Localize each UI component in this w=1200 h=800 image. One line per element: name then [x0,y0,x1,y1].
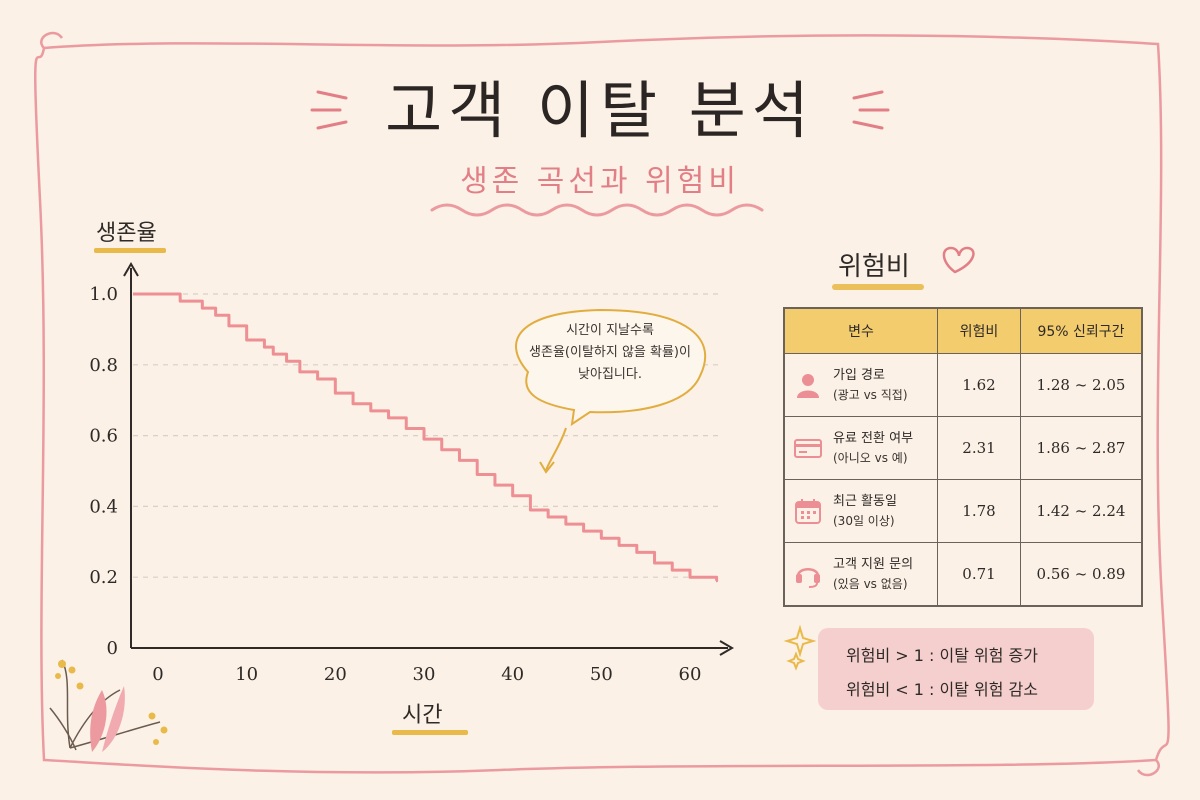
variable-name: 가입 경로 [833,368,885,383]
page-subtitle: 생존 곡선과 위험비 [460,164,740,199]
y-tick-label: 0.6 [89,426,118,447]
legend-increase: 위험비 > 1 : 이탈 위험 증가 [846,646,1038,665]
table-row: 가입 경로 (광고 vs 직접) 1.62 1.28 ~ 2.05 [783,353,1143,417]
x-tick-label: 30 [413,664,436,685]
variable-cell: 고객 지원 문의 (있음 vs 없음) [783,542,938,607]
ci-value: 0.56 ~ 0.89 [1020,542,1143,607]
variable-cell: 최근 활동일 (30일 이상) [783,479,938,543]
ci-value: 1.28 ~ 2.05 [1020,353,1143,417]
variable-detail: (30일 이상) [833,514,895,528]
y-tick-label: 0.2 [89,567,118,588]
x-axis-title: 시간 [402,703,442,728]
callout-line-1: 시간이 지날수록 [566,323,654,338]
column-header-variable: 변수 [783,307,938,354]
title-sparkle-left [310,90,348,130]
y-tick-label: 1.0 [89,284,118,305]
hr-value: 0.71 [937,542,1021,607]
callout-line-3: 낮아집니다. [578,367,642,382]
y-tick-label: 0.8 [89,355,118,376]
legend-decrease: 위험비 < 1 : 이탈 위험 감소 [846,680,1038,699]
hazard-heading-underline [832,284,924,290]
border-curl-tl [40,31,64,49]
page-title: 고객 이탈 분석 [385,74,815,147]
subtitle-wave [430,203,764,217]
ci-value: 1.86 ~ 2.87 [1020,416,1143,480]
ci-value: 1.42 ~ 2.24 [1020,479,1143,543]
callout-line-2: 생존율(이탈하지 않을 확률)이 [529,345,691,360]
x-tick-labels: 0 10 20 30 40 50 60 [152,664,701,685]
plant-illustration [49,659,168,752]
survival-curve [133,292,719,583]
border-curl-br [1136,759,1160,777]
variable-detail: (있음 vs 없음) [833,577,908,591]
variable-cell: 가입 경로 (광고 vs 직접) [783,353,938,417]
x-axis-title-underline [392,730,468,735]
column-header-hr: 위험비 [937,307,1021,354]
variable-detail: (광고 vs 직접) [833,388,908,402]
variable-cell: 유료 전환 여부 (아니오 vs 예) [783,416,938,480]
title-sparkle-right [852,90,890,130]
legend-box [818,628,1094,710]
headset-icon [796,568,820,588]
grid-lines [133,293,720,578]
sparkle-icon [783,624,817,671]
hazard-heading: 위험비 [838,252,910,282]
hr-value: 1.78 [937,479,1021,543]
heart-icon [942,246,975,274]
hr-value: 1.62 [937,353,1021,417]
table-row: 최근 활동일 (30일 이상) 1.78 1.42 ~ 2.24 [783,479,1143,543]
variable-name: 최근 활동일 [833,494,897,509]
table-header-row: 변수 위험비 95% 신뢰구간 [783,307,1143,354]
y-axis [123,262,139,648]
table-row: 고객 지원 문의 (있음 vs 없음) 0.71 0.56 ~ 0.89 [783,542,1143,607]
hazard-table: 변수 위험비 95% 신뢰구간 가입 경로 (광고 vs 직접) 1.62 [783,307,1143,607]
variable-name: 유료 전환 여부 [833,431,914,446]
y-axis-title-underline [94,248,166,253]
x-axis [131,640,734,656]
variable-name: 고객 지원 문의 [833,557,914,572]
table-row: 유료 전환 여부 (아니오 vs 예) 2.31 1.86 ~ 2.87 [783,416,1143,480]
x-tick-label: 40 [501,664,524,685]
variable-detail: (아니오 vs 예) [833,451,908,465]
x-tick-label: 10 [235,664,258,685]
survival-chart: 생존율 시간 0 0.2 0.4 0.6 0.8 1.0 0 10 20 30 40 50 60 [89,221,734,735]
person-icon [797,374,819,398]
hr-value: 2.31 [937,416,1021,480]
y-tick-label: 0 [107,638,118,659]
x-tick-label: 20 [324,664,347,685]
callout-text: 시간이 지날수록 생존율(이탈하지 않을 확률)이 낮아집니다. [520,320,700,386]
y-axis-title: 생존율 [96,221,157,246]
calendar-icon [795,499,821,524]
callout-bubble [515,308,707,474]
column-header-ci: 95% 신뢰구간 [1020,307,1143,354]
callout-arrow [545,427,567,471]
credit-card-icon [794,439,822,458]
x-tick-label: 0 [152,664,163,685]
x-tick-label: 60 [679,664,702,685]
y-tick-label: 0.4 [89,496,118,517]
y-tick-labels: 0 0.2 0.4 0.6 0.8 1.0 [89,284,118,659]
x-tick-label: 50 [590,664,613,685]
